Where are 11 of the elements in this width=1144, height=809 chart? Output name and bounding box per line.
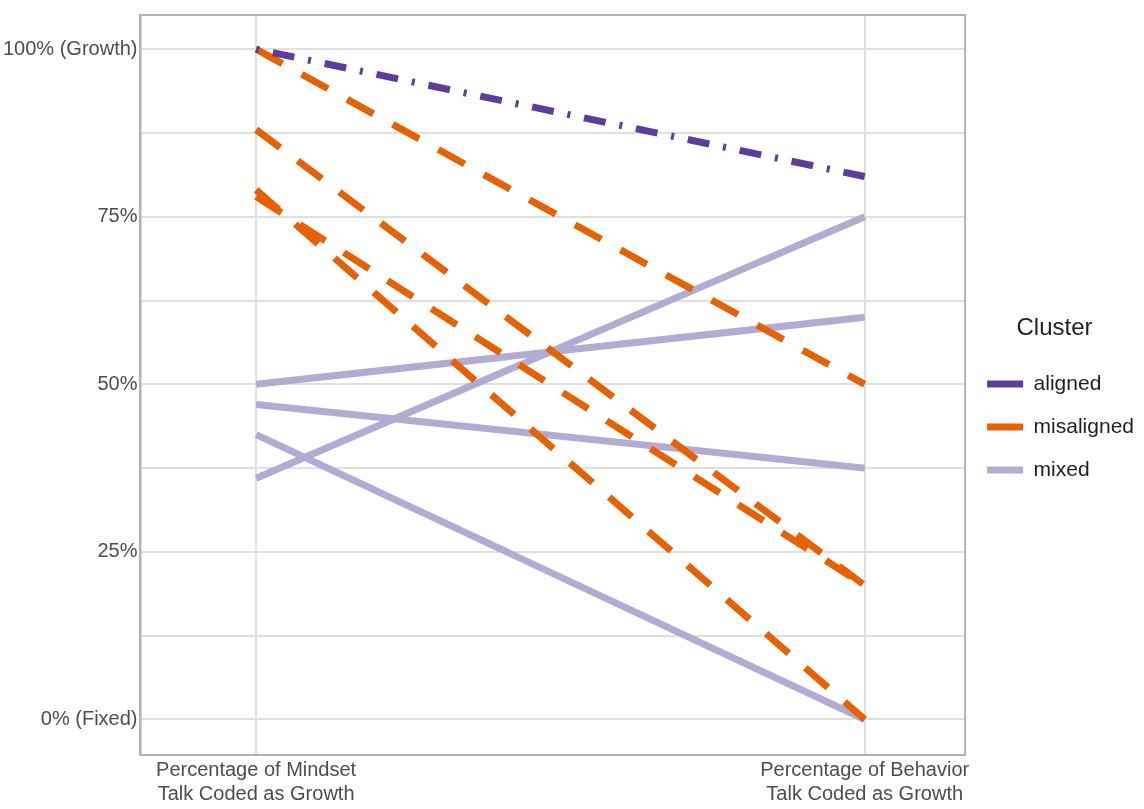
legend-label: aligned: [1033, 370, 1102, 394]
y-tick-label: 75%: [97, 204, 138, 227]
x-tick-label: Percentage of Mindset Talk Coded as Growth: [156, 757, 357, 804]
y-tick-label: 25%: [97, 539, 138, 562]
legend-label: mixed: [1033, 456, 1090, 480]
y-tick-label: 100% (Growth): [2, 36, 138, 59]
legend-label: misaligned: [1033, 413, 1134, 437]
x-tick-label: Percentage of Behavior Talk Coded as Growth: [760, 757, 970, 804]
y-tick-label: 50%: [97, 371, 138, 394]
legend-title: Cluster: [1016, 313, 1093, 341]
y-tick-label: 0% (Fixed): [40, 706, 138, 729]
